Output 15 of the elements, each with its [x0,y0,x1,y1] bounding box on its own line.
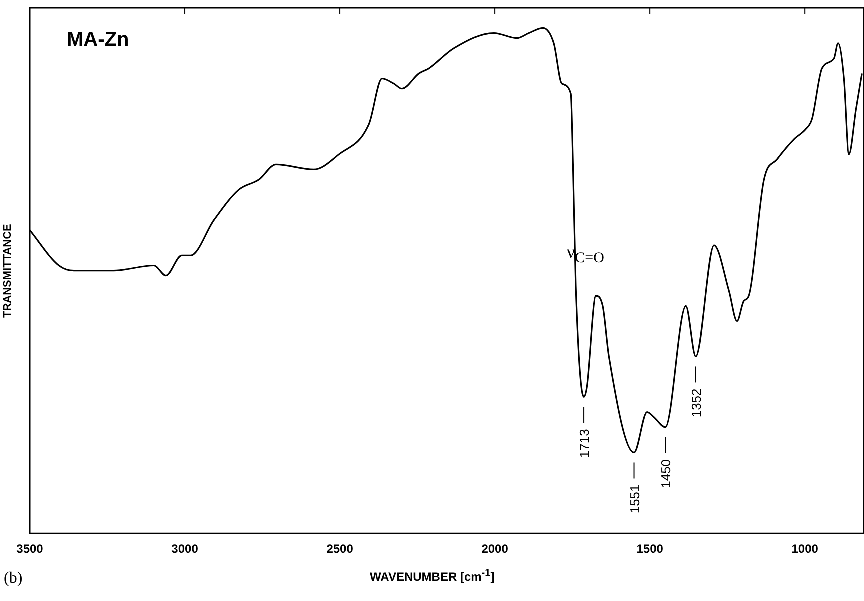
y-axis-title: TRANSMITTANCE [2,224,14,318]
text: (b) [4,570,23,588]
x-tick-label: 2000 [482,542,509,556]
x-tick-label: 3500 [16,542,44,556]
annotation: 1352 [688,388,704,418]
annotation: 1450 [658,459,674,488]
x-tick-label: 1000 [792,542,819,556]
x-tick-label: 1500 [636,542,664,556]
x-tick-label: 2500 [326,542,354,556]
annotation: ν$_{C=O}$ [567,242,604,268]
x-axis-title: WAVENUMBER [cm$^{-1}$] [370,568,495,584]
chart-title: MA-Zn [67,29,130,51]
annotation: 1713 [577,429,592,458]
x-tick-label: 3000 [172,542,199,556]
annotation: 1551 [627,484,642,514]
